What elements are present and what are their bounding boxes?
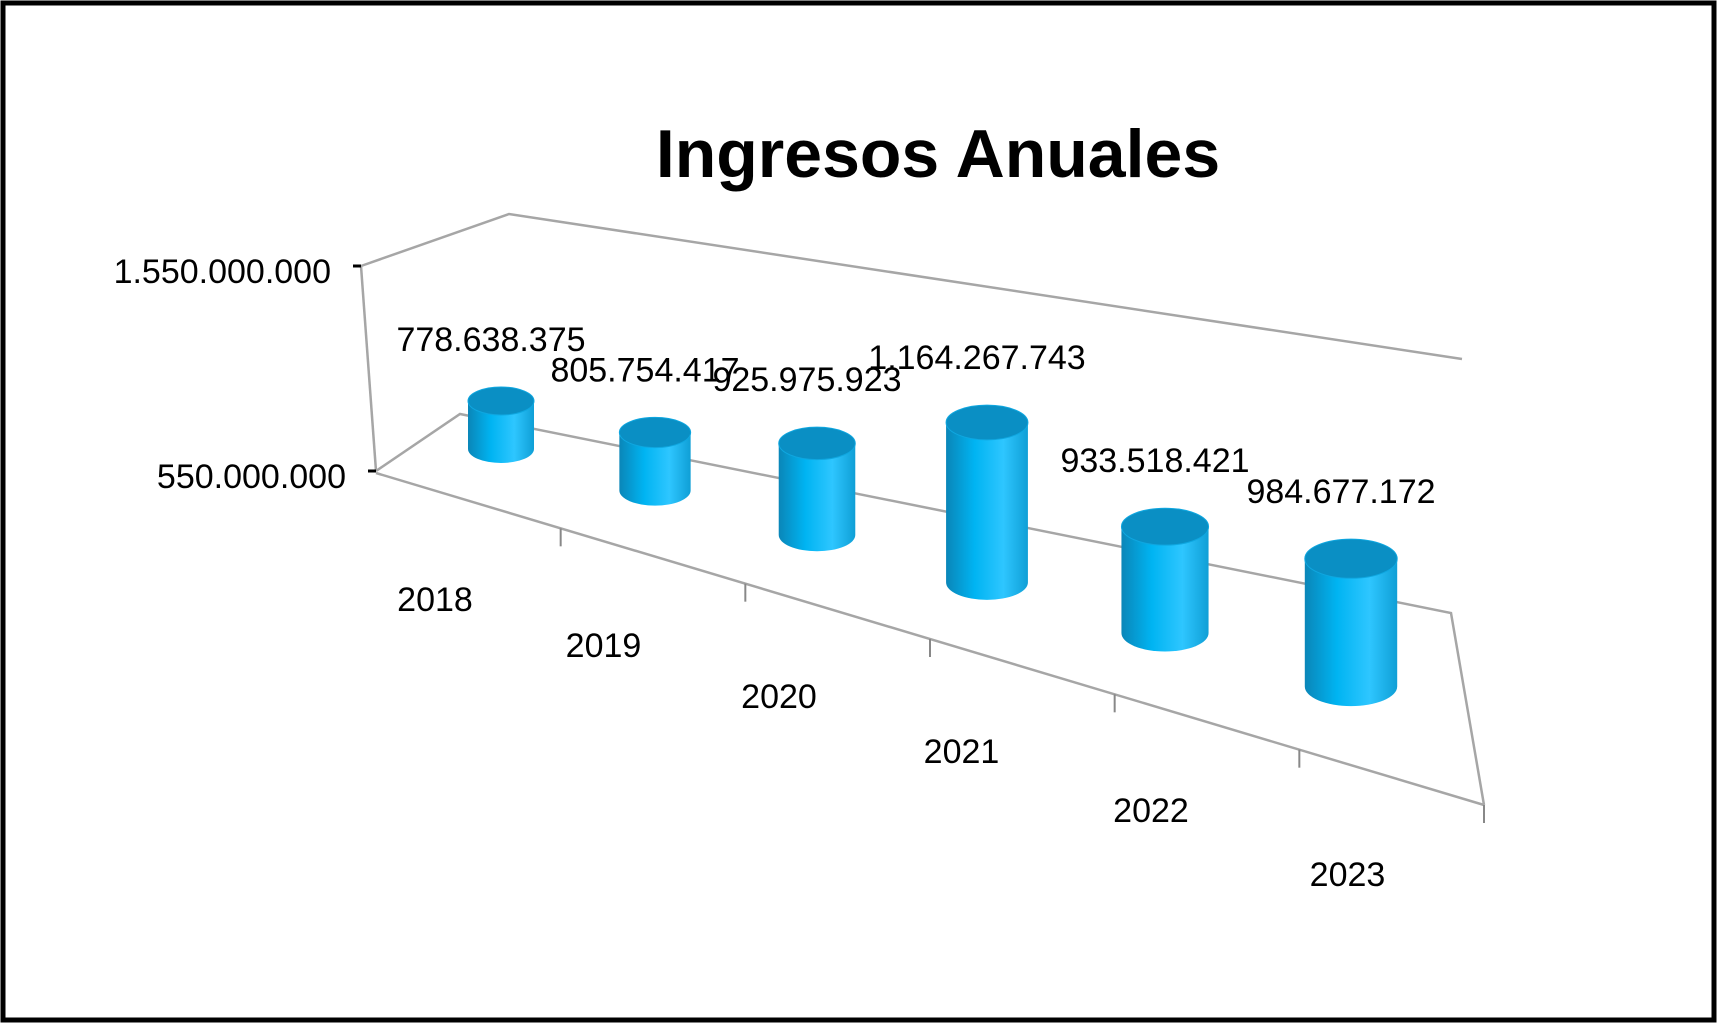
cylinder-top (618, 416, 692, 449)
x-tick-label: 2019 (566, 627, 642, 665)
y-tick-label: 550.000.000 (157, 458, 346, 496)
back-wall-top (360, 212, 1463, 361)
cylinder-body (946, 422, 1028, 600)
y-axis (359, 265, 378, 472)
cylinder-body (468, 400, 534, 463)
cylinder-top (945, 404, 1029, 441)
x-tick-label: 2022 (1113, 792, 1189, 830)
cylinder-top (467, 386, 535, 416)
y-tick-label: 1.550.000.000 (114, 253, 331, 291)
chart-title: Ingresos Anuales (656, 116, 1220, 192)
cylinder-top (1304, 538, 1398, 579)
value-label: 925.975.923 (712, 361, 901, 399)
x-tick-label: 2021 (924, 733, 1000, 771)
cylinder-top (778, 426, 856, 461)
cylinder-body (619, 432, 691, 506)
x-tick-label: 2018 (397, 581, 473, 619)
value-label: 933.518.421 (1060, 442, 1249, 480)
cylinder-body (1121, 526, 1209, 652)
cylinder-body (778, 443, 856, 552)
value-label: 984.677.172 (1246, 473, 1435, 511)
value-label: 1.164.267.743 (868, 339, 1085, 377)
value-label: 778.638.375 (396, 321, 585, 359)
x-tick-label: 2020 (741, 678, 817, 716)
x-tick-label: 2023 (1310, 856, 1386, 894)
value-label: 805.754.417 (550, 351, 739, 389)
cylinder-top (1120, 507, 1210, 546)
cylinder-body (1304, 558, 1398, 707)
